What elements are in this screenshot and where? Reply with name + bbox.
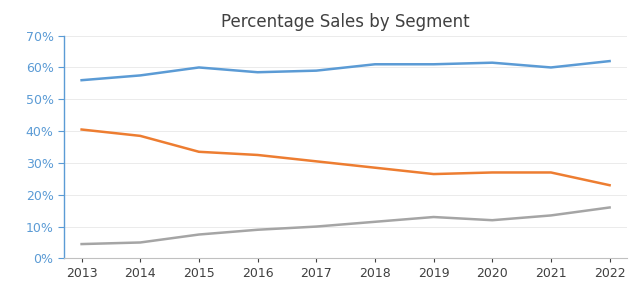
International — [371, 166, 379, 170]
North America — [253, 70, 261, 74]
North America — [371, 62, 379, 66]
International — [606, 184, 614, 187]
AWS — [371, 220, 379, 224]
North America — [430, 62, 438, 66]
International — [312, 159, 320, 163]
International — [136, 134, 144, 138]
North America — [77, 78, 85, 82]
AWS — [488, 218, 496, 222]
North America — [136, 74, 144, 77]
AWS — [430, 215, 438, 219]
North America — [488, 61, 496, 64]
AWS — [253, 228, 261, 232]
International — [547, 171, 555, 174]
AWS — [195, 233, 203, 236]
Line: International: International — [81, 129, 610, 185]
AWS — [547, 214, 555, 217]
AWS — [77, 242, 85, 246]
International — [195, 150, 203, 154]
Legend: North America, International, AWS: North America, International, AWS — [115, 0, 450, 2]
North America — [606, 59, 614, 63]
International — [488, 171, 496, 174]
North America — [312, 69, 320, 72]
AWS — [606, 206, 614, 209]
International — [430, 172, 438, 176]
International — [77, 128, 85, 131]
North America — [547, 66, 555, 69]
AWS — [312, 225, 320, 228]
AWS — [136, 241, 144, 244]
Title: Percentage Sales by Segment: Percentage Sales by Segment — [221, 13, 470, 31]
North America — [195, 66, 203, 69]
Line: North America: North America — [81, 61, 610, 80]
Line: AWS: AWS — [81, 208, 610, 244]
International — [253, 153, 261, 157]
